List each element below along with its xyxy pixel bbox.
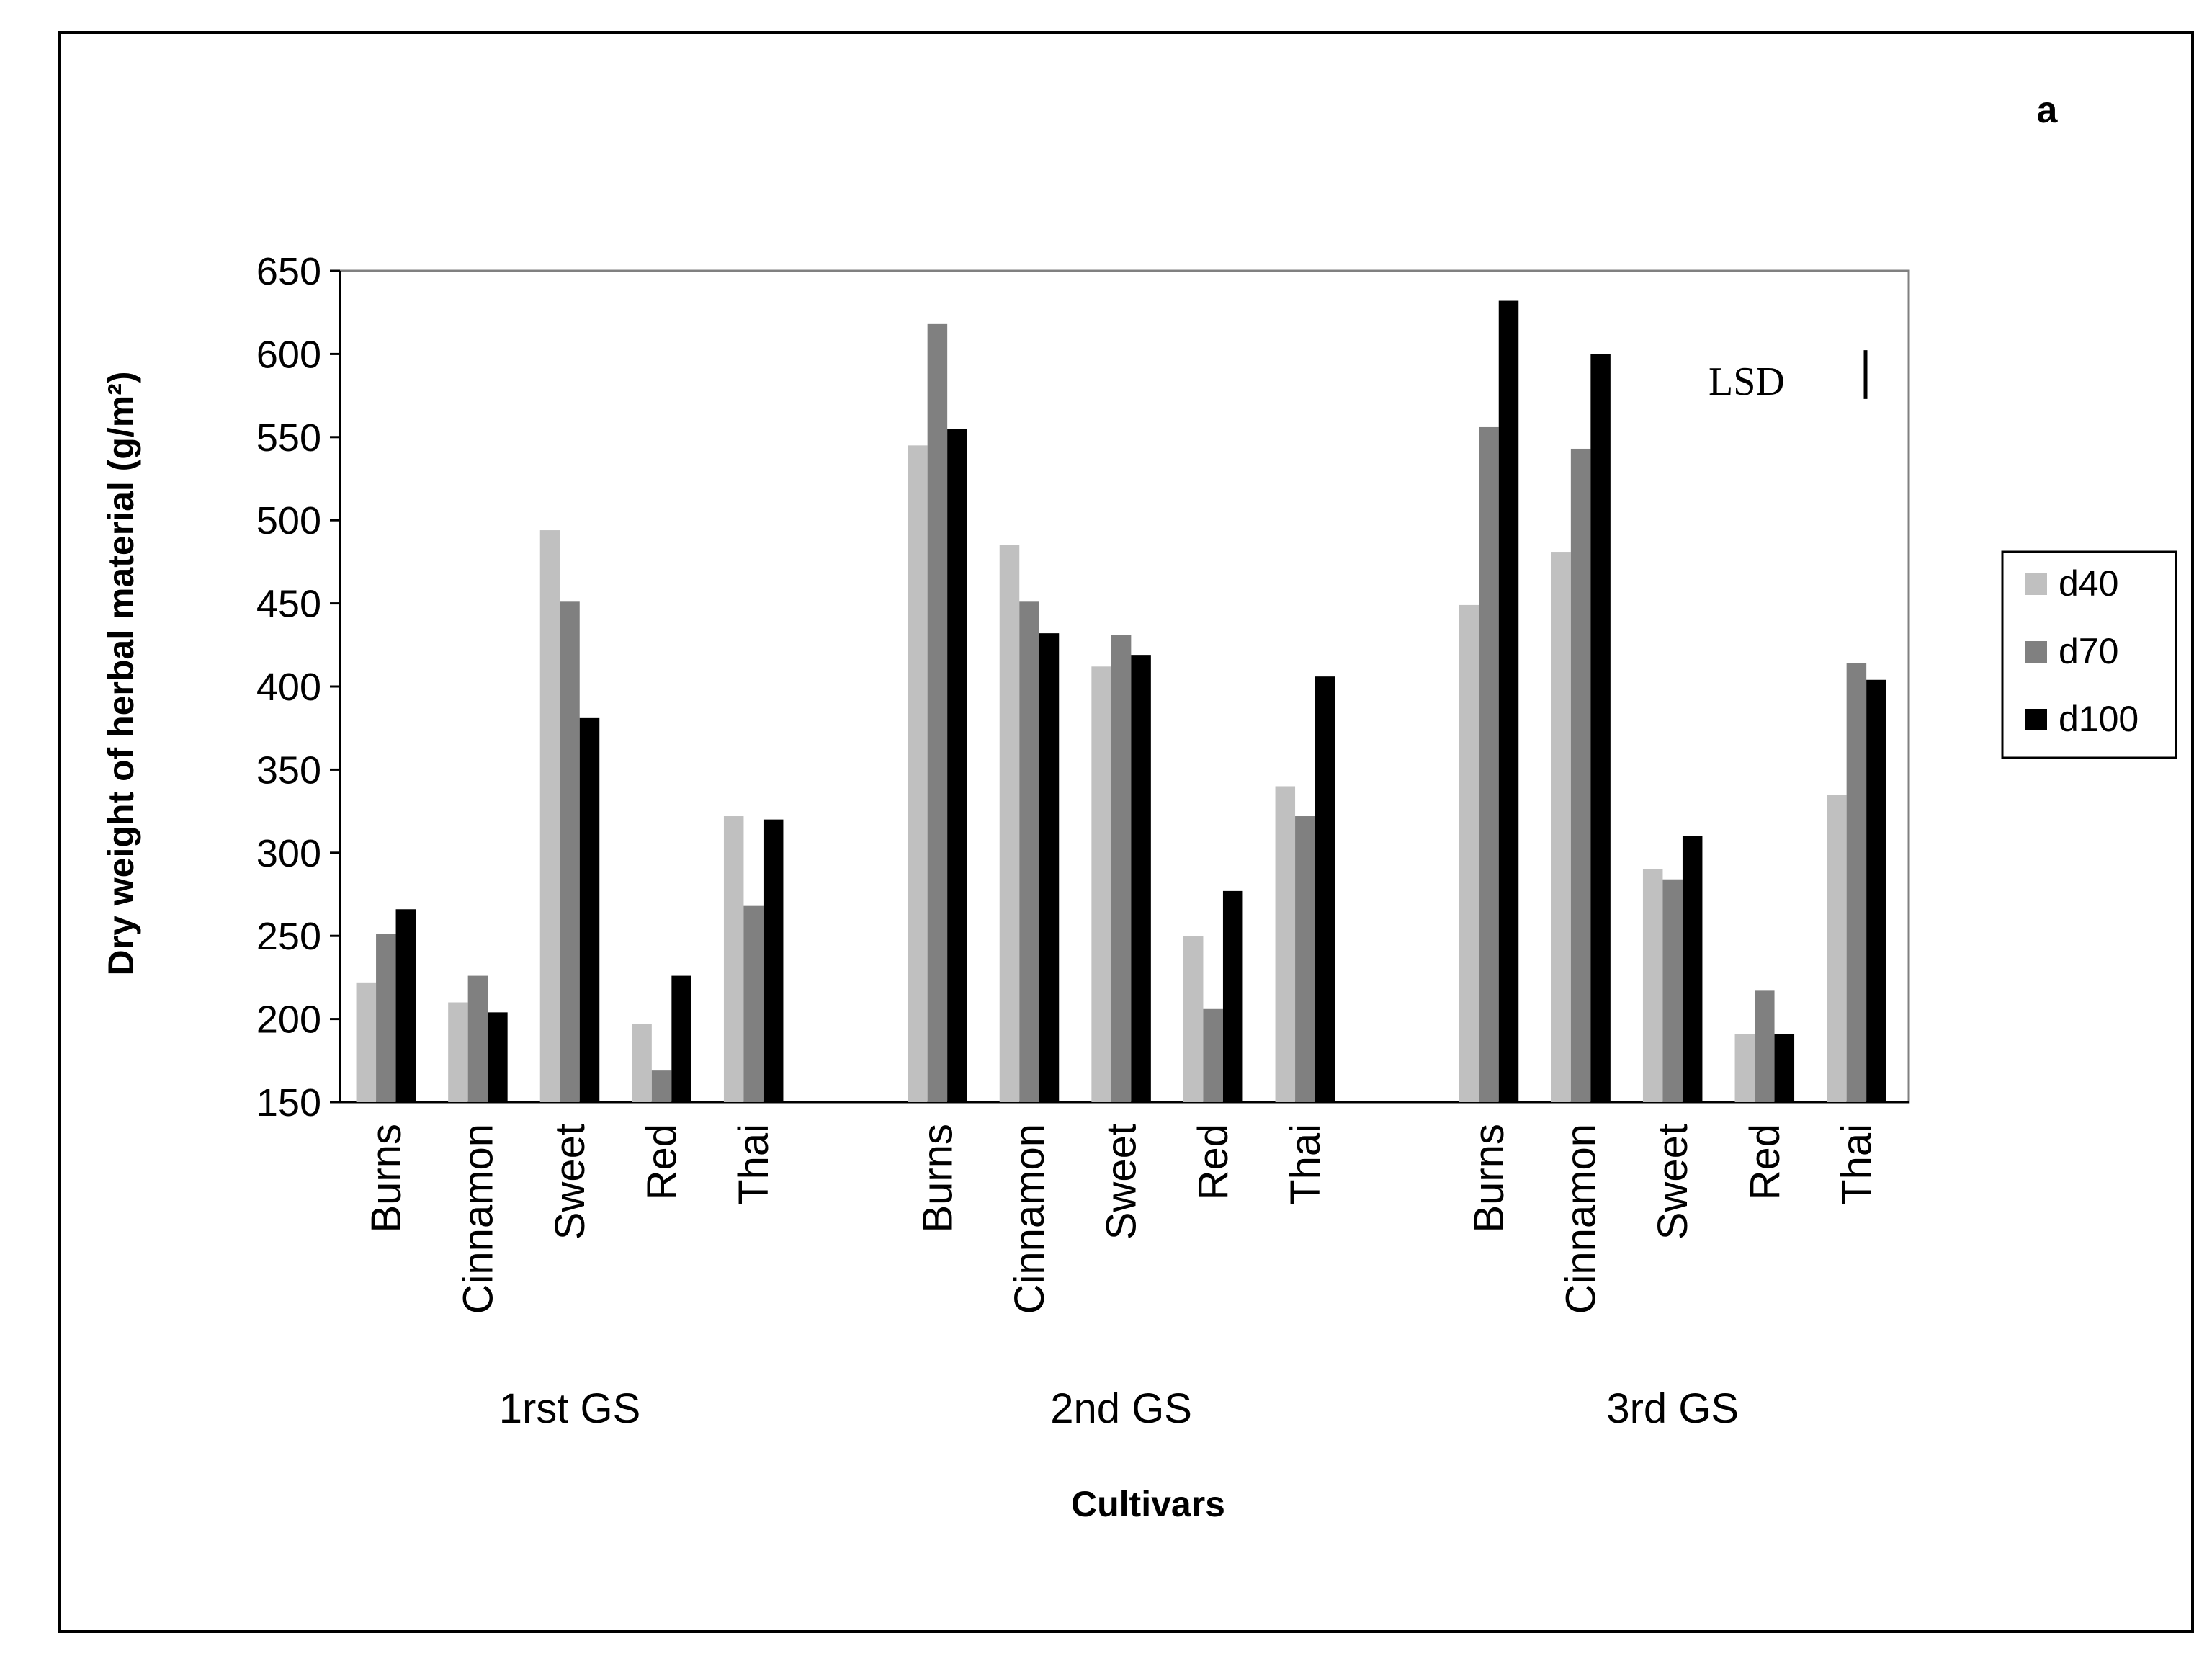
bar-d40 (1734, 1034, 1755, 1102)
y-axis-title: Dry weight of herbal material (g/m²) (101, 371, 141, 975)
y-tick-label: 400 (256, 666, 321, 709)
bar-d40 (723, 816, 744, 1102)
bar-d100 (1315, 676, 1335, 1102)
bar-d70 (927, 323, 948, 1103)
y-tick-label: 550 (256, 416, 321, 460)
x-axis-title: Cultivars (1071, 1484, 1225, 1524)
legend-label-d40: d40 (2059, 563, 2118, 604)
y-tick-label: 500 (256, 499, 321, 542)
category-label: Thai (1282, 1124, 1329, 1205)
y-tick-label: 650 (256, 250, 321, 293)
category-label: Cinnamon (1558, 1124, 1605, 1314)
bar-d100 (947, 429, 967, 1102)
bar-d40 (1183, 936, 1204, 1102)
bar-d40 (448, 1002, 468, 1102)
bar-d40 (999, 545, 1020, 1102)
panel-label: a (2037, 89, 2059, 131)
bar-d100 (488, 1012, 508, 1102)
category-label: Burns (1466, 1124, 1513, 1233)
legend-swatch-d40 (2025, 573, 2047, 595)
category-label: Sweet (1649, 1124, 1696, 1240)
bar-d100 (1682, 836, 1703, 1102)
bar-d70 (1019, 601, 1039, 1102)
legend-swatch-d70 (2025, 641, 2047, 663)
bar-d40 (1551, 552, 1571, 1102)
y-tick-label: 250 (256, 915, 321, 958)
lsd-label: LSD (1709, 359, 1785, 404)
bar-d70 (1203, 1008, 1223, 1102)
bar-d70 (651, 1070, 672, 1102)
bar-d40 (1091, 666, 1111, 1102)
category-label: Red (639, 1124, 686, 1200)
bar-d70 (376, 934, 396, 1102)
category-label: Cinnamon (1006, 1124, 1053, 1314)
bar-d70 (1479, 426, 1499, 1102)
bar-d100 (1222, 890, 1243, 1102)
category-label: Thai (1833, 1124, 1880, 1205)
bar-d40 (908, 445, 928, 1102)
category-label: Burns (363, 1124, 410, 1233)
group-label: 3rd GS (1606, 1385, 1739, 1432)
bar-d100 (1590, 354, 1611, 1102)
bar-d70 (1846, 663, 1867, 1102)
bar-d40 (1275, 786, 1296, 1102)
bar-d40 (356, 982, 377, 1102)
bar-d40 (539, 530, 560, 1102)
plot-area: 150 200 250 300 350 400 450 500 550 600 650 Burns Ci… (256, 250, 1910, 1432)
y-tick-label: 450 (256, 583, 321, 626)
category-label: Red (1742, 1124, 1788, 1200)
group-label: 2nd GS (1050, 1385, 1192, 1432)
y-tick-label: 600 (256, 333, 321, 376)
y-tick-label: 150 (256, 1081, 321, 1124)
bar-d100 (763, 819, 784, 1102)
bar-d100 (579, 717, 600, 1102)
bar-d100 (1498, 300, 1519, 1103)
y-tick-label: 300 (256, 832, 321, 875)
category-label: Red (1190, 1124, 1237, 1200)
bar-d70 (560, 601, 580, 1102)
legend-label-d70: d70 (2059, 631, 2118, 671)
category-label: Burns (914, 1124, 961, 1233)
bar-d40 (1459, 604, 1479, 1102)
bar-d100 (1039, 633, 1060, 1102)
bar-d70 (1570, 448, 1591, 1102)
y-tick-label: 350 (256, 748, 321, 792)
bar-d70 (743, 905, 764, 1102)
figure-frame (58, 31, 2194, 1633)
group-label: 1rst GS (499, 1385, 641, 1432)
bar-d70 (467, 975, 488, 1102)
bar-d40 (632, 1024, 652, 1102)
bar-d100 (1131, 655, 1151, 1102)
legend-label-d100: d100 (2059, 699, 2139, 739)
bar-d100 (1866, 679, 1886, 1102)
bar-d100 (671, 975, 691, 1102)
bar-d40 (1642, 869, 1663, 1102)
category-label: Cinnamon (455, 1124, 501, 1314)
legend-swatch-d100 (2025, 709, 2047, 730)
bar-d40 (1827, 795, 1847, 1102)
category-label: Thai (730, 1124, 777, 1205)
category-label: Sweet (547, 1124, 594, 1240)
bar-d100 (1774, 1034, 1795, 1102)
bar-d70 (1662, 879, 1683, 1102)
bar-d70 (1111, 635, 1132, 1102)
category-label: Sweet (1098, 1124, 1145, 1240)
bar-d100 (395, 909, 416, 1102)
legend: d40 d70 d100 (2001, 550, 2177, 759)
y-tick-label: 200 (256, 998, 321, 1042)
bar-d70 (1755, 990, 1775, 1102)
bar-d70 (1295, 816, 1315, 1102)
